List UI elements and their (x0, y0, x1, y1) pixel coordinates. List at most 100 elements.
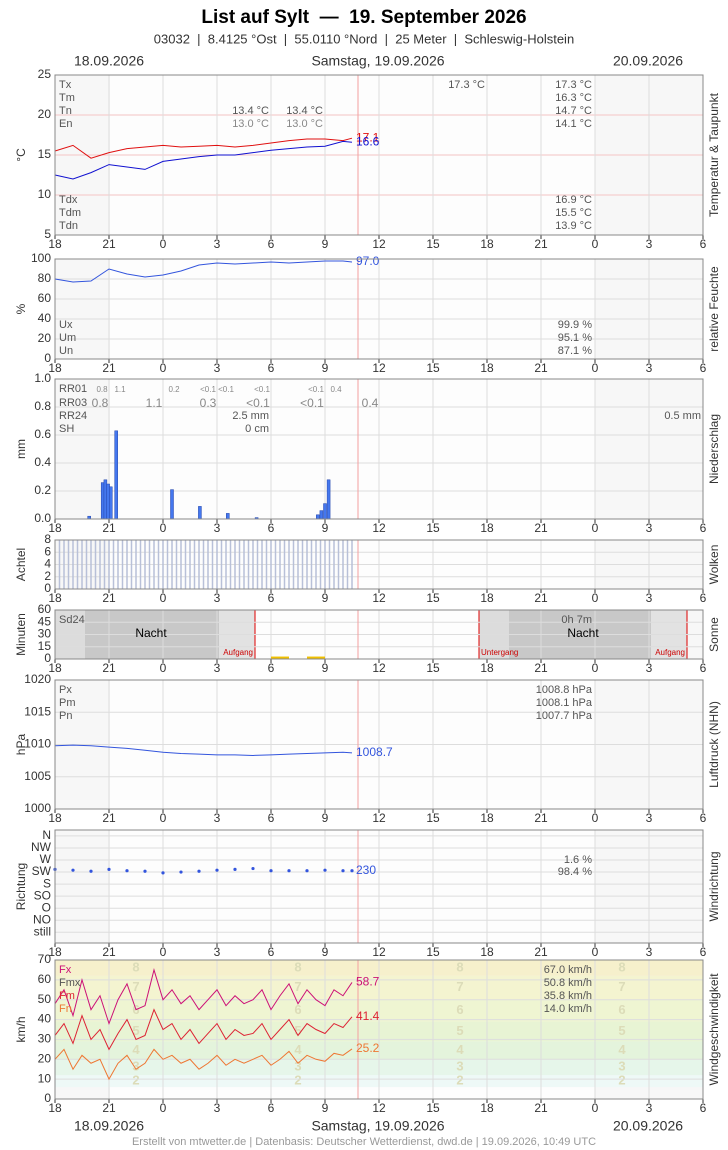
end-label: 1008.7 (356, 745, 393, 759)
x-tick-label: 9 (322, 237, 329, 251)
end-label: 230 (356, 863, 376, 877)
beaufort-label: 8 (132, 959, 139, 974)
y-tick-label: 0.0 (34, 511, 51, 525)
x-tick-label: 3 (214, 237, 221, 251)
bar (117, 540, 119, 589)
end-label: 58.7 (356, 975, 380, 989)
x-tick-label: 3 (214, 811, 221, 825)
y-tick-label: 30 (38, 1032, 52, 1046)
stat-text: 0h 7m (561, 614, 592, 626)
x-tick-label: 6 (268, 521, 275, 535)
bar (121, 540, 124, 589)
point (233, 867, 237, 871)
stat-text: 13.0 °C (232, 118, 269, 130)
beaufort-label: 8 (294, 959, 301, 974)
x-tick-label: 15 (426, 361, 440, 375)
stat-text: En (59, 118, 72, 130)
beaufort-label: 5 (456, 1023, 463, 1038)
stat-text: Tdx (59, 194, 78, 206)
stat-text: 0.4 (330, 385, 342, 394)
bar (333, 540, 335, 589)
y-tick-label: 0.8 (34, 399, 51, 413)
bar (198, 506, 202, 520)
y-tick-label: 60 (38, 291, 52, 305)
y-tick-label: 15 (38, 639, 52, 653)
y-tick-label: 70 (38, 952, 52, 966)
bar (316, 514, 320, 520)
y-axis-label: Richtung (14, 863, 28, 910)
bar (157, 540, 160, 589)
series-line (54, 260, 353, 283)
bar (256, 540, 259, 589)
bar (315, 540, 317, 589)
x-tick-label: 18 (480, 237, 494, 251)
point (107, 867, 111, 871)
x-tick-label: 3 (646, 1101, 653, 1115)
bar (126, 540, 128, 589)
x-tick-label: 12 (372, 521, 386, 535)
y-tick-label: 1000 (24, 801, 51, 815)
y-axis-label: hPa (14, 734, 28, 756)
stat-text: Aufgang (223, 648, 253, 657)
bar (328, 540, 331, 589)
stat-text: 95.1 % (558, 332, 592, 344)
x-tick-label: 18 (48, 811, 62, 825)
bar (301, 540, 304, 589)
stat-text: Un (59, 345, 73, 357)
y-tick-label: 0.4 (34, 455, 51, 469)
x-tick-label: 3 (646, 661, 653, 675)
y-tick-label: N (42, 828, 51, 842)
stat-text: 1.1 (146, 396, 163, 410)
x-tick-label: 3 (646, 237, 653, 251)
subtitle: 03032 | 8.4125 °Ost | 55.0110 °Nord | 25… (154, 31, 574, 46)
x-tick-label: 0 (160, 237, 167, 251)
x-tick-label: 3 (214, 521, 221, 535)
point (179, 870, 183, 874)
y-tick-label: 5 (44, 227, 51, 241)
bar (323, 503, 327, 520)
stat-text: 13.4 °C (286, 105, 323, 117)
x-tick-label: 0 (592, 811, 599, 825)
stat-text: 2.5 mm (232, 410, 269, 422)
y-tick-label: O (42, 900, 51, 914)
footer: Erstellt von mtwetter.de | Datenbasis: D… (132, 1136, 596, 1148)
stat-text: Fmx (59, 977, 81, 989)
stat-text: 67.0 km/h (544, 964, 592, 976)
x-tick-label: 21 (534, 521, 548, 535)
bar (175, 540, 178, 589)
beaufort-label: 4 (618, 1042, 626, 1057)
bar (279, 540, 281, 589)
x-tick-label: 0 (160, 661, 167, 675)
bar (114, 430, 118, 520)
x-tick-label: 18 (480, 661, 494, 675)
stat-text: SH (59, 423, 74, 435)
bar (216, 540, 218, 589)
beaufort-label: 3 (132, 1059, 139, 1074)
stat-text: Pn (59, 710, 72, 722)
bar (319, 540, 322, 589)
series-line (54, 744, 353, 756)
y-tick-label: 0 (44, 351, 51, 365)
x-tick-label: 15 (426, 811, 440, 825)
bar (310, 540, 313, 589)
x-tick-label: 6 (268, 237, 275, 251)
x-tick-label: 6 (700, 811, 707, 825)
point (197, 869, 201, 873)
plot-frame (54, 609, 704, 660)
stat-text: Px (59, 684, 72, 696)
point (251, 866, 255, 871)
bar (180, 540, 182, 589)
point (125, 869, 129, 873)
x-tick-label: 15 (426, 521, 440, 535)
y-tick-label: SO (34, 888, 51, 902)
x-tick-label: 21 (102, 661, 116, 675)
x-tick-label: 6 (700, 945, 707, 959)
beaufort-label: 2 (294, 1073, 301, 1088)
stat-text: <0.1 (200, 385, 216, 394)
y-tick-label: 20 (38, 1051, 52, 1065)
bar (90, 540, 92, 589)
plot-frame (54, 539, 704, 590)
bar (198, 540, 200, 589)
bar (265, 540, 268, 589)
beaufort-label: 3 (618, 1059, 625, 1074)
